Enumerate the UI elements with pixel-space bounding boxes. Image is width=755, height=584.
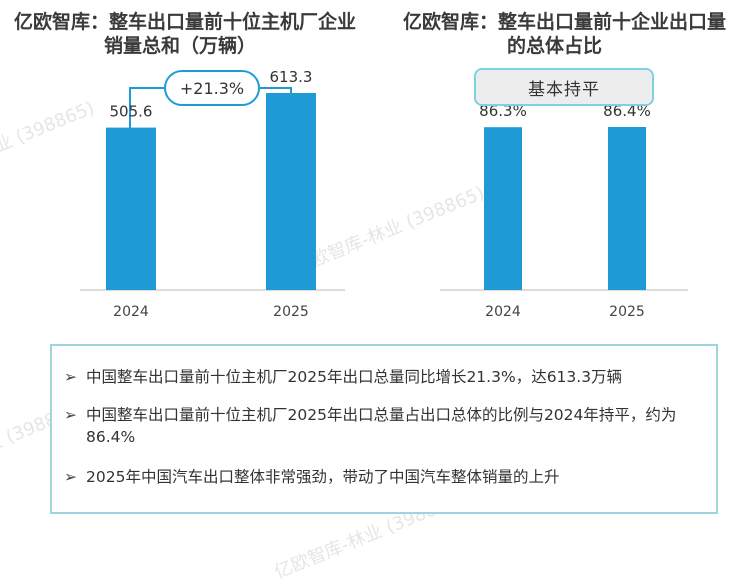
summary-bullet-3: ➢ 2025年中国汽车出口整体非常强劲，带动了中国汽车整体销量的上升 [64, 466, 706, 488]
bar-charts: 505.6 2024 613.3 2025 86.3% 2024 86.4% 2025 [80, 68, 688, 320]
data-label-2025: 86.4% [603, 102, 651, 120]
bar-2024 [484, 127, 522, 290]
x-tick-label-2024: 2024 [113, 304, 149, 320]
summary-box: ➢ 中国整车出口量前十位主机厂2025年出口总量同比增长21.3%，达613.3… [50, 344, 718, 514]
flat-badge: 基本持平 [474, 68, 654, 106]
left-chart-title-line1: 亿欧智库：整车出口量前十位主机厂企业 [14, 11, 357, 33]
right-chart-title-line2: 的总体占比 [507, 35, 603, 57]
x-tick-label-2025: 2025 [609, 304, 645, 320]
bullet-arrow-icon: ➢ [64, 406, 77, 424]
data-label-2025: 613.3 [270, 68, 313, 86]
x-tick-label-2025: 2025 [273, 304, 309, 320]
summary-bullet-text: 中国整车出口量前十位主机厂2025年出口总量占出口总体的比例与2024年持平，约… [86, 406, 677, 446]
left-chart-title-line2: 销量总和（万辆） [104, 35, 257, 57]
x-tick-label-2024: 2024 [485, 304, 521, 320]
flat-badge-text: 基本持平 [528, 79, 600, 100]
data-label-2024: 505.6 [110, 103, 153, 121]
bar-2025 [608, 127, 646, 290]
summary-bullet-2: ➢ 中国整车出口量前十位主机厂2025年出口总量占出口总体的比例与2024年持平… [64, 404, 706, 448]
bar-2024 [106, 127, 156, 290]
summary-bullet-1: ➢ 中国整车出口量前十位主机厂2025年出口总量同比增长21.3%，达613.3… [64, 366, 706, 388]
bullet-arrow-icon: ➢ [64, 368, 77, 386]
chart-1: 505.6 2024 613.3 2025 [80, 68, 345, 320]
bar-2025 [266, 93, 316, 290]
data-label-2024: 86.3% [479, 102, 527, 120]
bullet-arrow-icon: ➢ [64, 468, 77, 486]
growth-badge: +21.3% [164, 70, 260, 106]
summary-bullet-text: 2025年中国汽车出口整体非常强劲，带动了中国汽车整体销量的上升 [86, 468, 560, 486]
summary-bullet-text: 中国整车出口量前十位主机厂2025年出口总量同比增长21.3%，达613.3万辆 [86, 368, 623, 386]
growth-badge-text: +21.3% [179, 78, 245, 98]
right-chart-title-line1: 亿欧智库：整车出口量前十企业出口量 [403, 11, 727, 33]
chart-2: 86.3% 2024 86.4% 2025 [440, 102, 688, 320]
